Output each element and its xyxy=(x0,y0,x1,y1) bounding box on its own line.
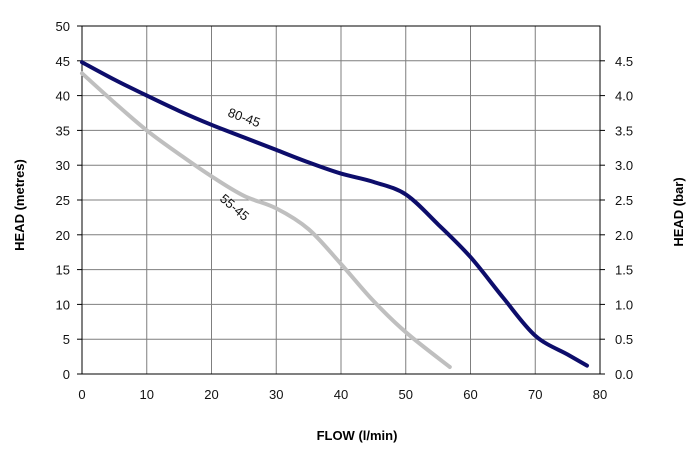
y-tick-label: 0 xyxy=(63,367,70,382)
series-line-80-45 xyxy=(80,60,589,368)
y2-tick-label: 1.0 xyxy=(615,297,633,312)
grid-lines xyxy=(81,25,601,375)
y2-axis-title: HEAD (bar) xyxy=(671,177,686,246)
y2-tick-label: 2.0 xyxy=(615,228,633,243)
x-axis-title: FLOW (l/min) xyxy=(317,428,398,443)
series-line-55-45 xyxy=(80,71,452,369)
series-label-80-45: 80-45 xyxy=(226,105,262,130)
y-tick-label: 45 xyxy=(56,54,70,69)
y2-tick-label: 1.5 xyxy=(615,263,633,278)
y2-tick-label: 3.0 xyxy=(615,158,633,173)
x-tick-label: 10 xyxy=(140,387,154,402)
y-tick-label: 10 xyxy=(56,297,70,312)
y2-tick-label: 4.0 xyxy=(615,89,633,104)
y2-tick-label: 2.5 xyxy=(615,193,633,208)
tick-labels: 0 10 20 30 40 50 60 70 80 0 5 10 15 20 25 30 35 40 45 50 0.0… xyxy=(56,19,634,402)
y-tick-label: 50 xyxy=(56,19,70,34)
x-tick-label: 30 xyxy=(269,387,283,402)
x-tick-label: 60 xyxy=(463,387,477,402)
x-tick-label: 40 xyxy=(334,387,348,402)
y-tick-label: 5 xyxy=(63,332,70,347)
x-tick-label: 20 xyxy=(204,387,218,402)
y-tick-label: 35 xyxy=(56,123,70,138)
y2-tick-label: 0.5 xyxy=(615,332,633,347)
x-tick-label: 80 xyxy=(593,387,607,402)
y-tick-label: 15 xyxy=(56,263,70,278)
y-tick-label: 25 xyxy=(56,193,70,208)
y2-tick-label: 3.5 xyxy=(615,123,633,138)
x-tick-label: 70 xyxy=(528,387,542,402)
y-tick-label: 40 xyxy=(56,89,70,104)
series-lines xyxy=(80,60,589,369)
y2-tick-label: 4.5 xyxy=(615,54,633,69)
x-tick-label: 50 xyxy=(399,387,413,402)
x-tick-label: 0 xyxy=(78,387,85,402)
y2-tick-label: 0.0 xyxy=(615,367,633,382)
y-tick-label: 20 xyxy=(56,228,70,243)
y-axis-title: HEAD (metres) xyxy=(12,159,27,251)
y-tick-label: 30 xyxy=(56,158,70,173)
